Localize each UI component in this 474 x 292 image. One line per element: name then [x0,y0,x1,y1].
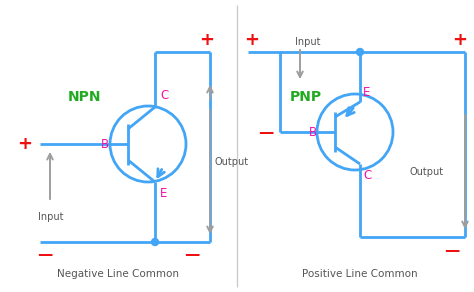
Text: —: — [184,246,200,262]
Text: Input: Input [295,37,320,47]
Text: Output: Output [410,167,444,177]
Text: +: + [453,31,467,49]
Text: NPN: NPN [68,90,101,104]
Text: B: B [309,126,317,138]
Text: —: — [258,124,273,140]
Text: +: + [245,31,259,49]
Text: +: + [18,135,33,153]
Text: C: C [160,89,168,102]
Text: —: — [444,242,460,258]
Text: PNP: PNP [290,90,322,104]
Text: B: B [101,138,109,150]
Text: +: + [200,31,215,49]
Text: Input: Input [38,212,64,222]
Text: C: C [363,169,371,182]
Text: Output: Output [215,157,249,167]
Text: E: E [160,187,167,200]
Text: —: — [37,246,53,262]
Text: E: E [363,86,370,99]
Text: Negative Line Common: Negative Line Common [57,269,179,279]
Circle shape [152,239,158,246]
Circle shape [356,48,364,55]
Text: Positive Line Common: Positive Line Common [302,269,418,279]
